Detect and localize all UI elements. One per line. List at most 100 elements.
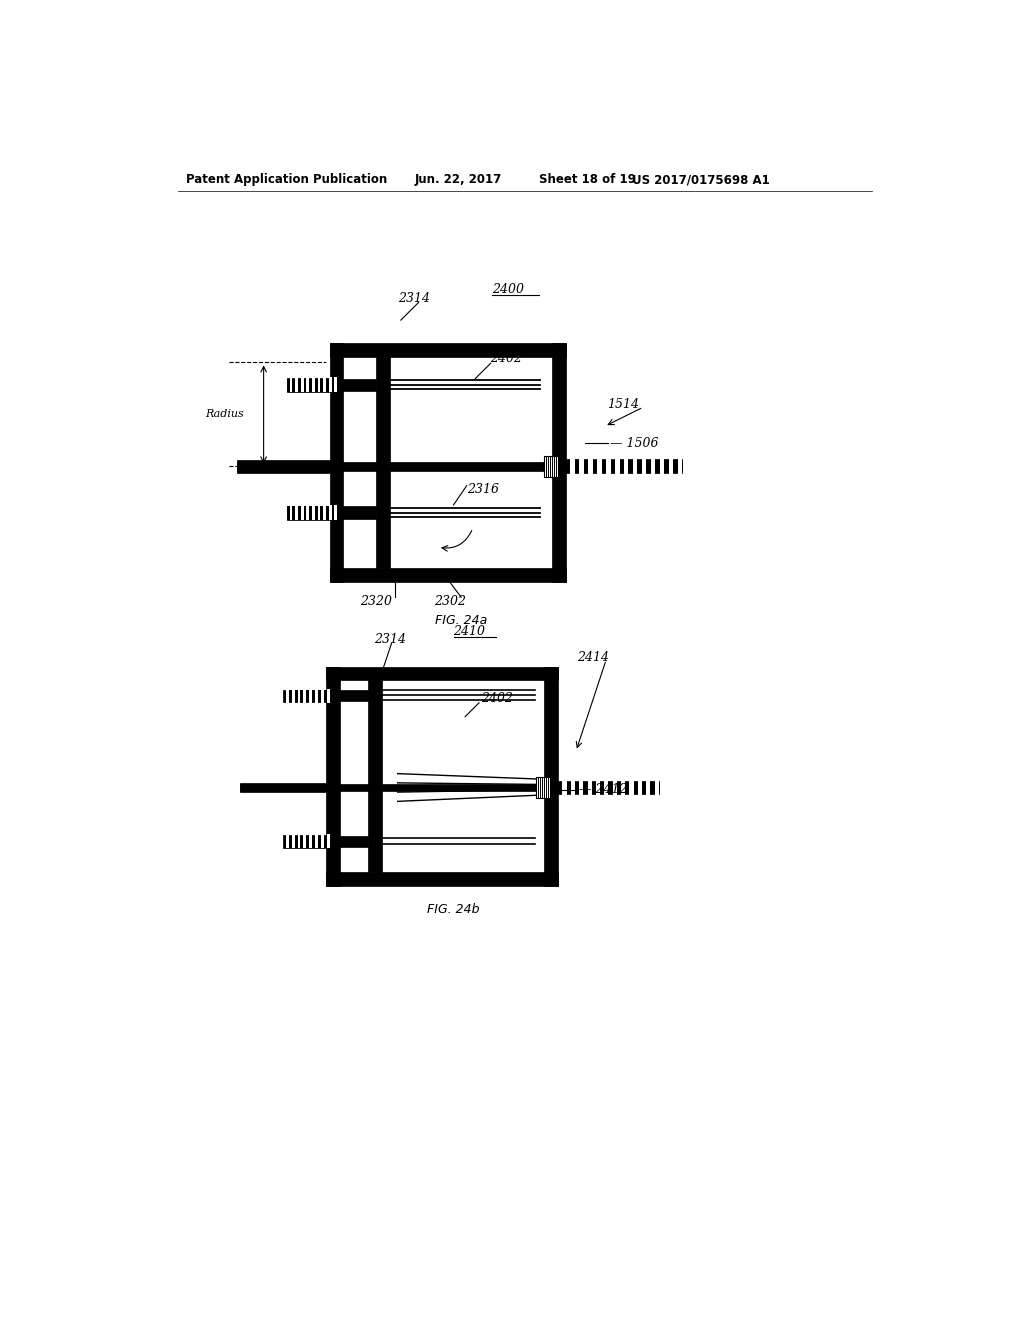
Bar: [286, 834, 289, 849]
Text: 2316: 2316: [467, 483, 499, 496]
Text: 2320: 2320: [360, 594, 392, 607]
Text: 2402: 2402: [480, 693, 513, 705]
Bar: [292, 834, 295, 849]
Bar: [237, 461, 330, 473]
Bar: [651, 459, 655, 474]
Text: — 1506: — 1506: [610, 437, 658, 450]
Bar: [335, 378, 337, 392]
Bar: [241, 783, 326, 792]
Bar: [570, 780, 574, 795]
Bar: [287, 690, 369, 701]
Bar: [327, 834, 330, 849]
Bar: [622, 780, 626, 795]
Bar: [330, 343, 343, 582]
Bar: [287, 379, 376, 391]
Bar: [286, 689, 289, 702]
Text: Patent Application Publication: Patent Application Publication: [186, 173, 387, 186]
Bar: [630, 780, 634, 795]
Bar: [306, 506, 309, 520]
Bar: [283, 836, 330, 847]
Bar: [552, 343, 566, 582]
Bar: [544, 667, 558, 886]
Bar: [580, 780, 584, 795]
Bar: [315, 834, 317, 849]
Bar: [606, 459, 610, 474]
Text: 2410: 2410: [454, 626, 485, 639]
Bar: [369, 681, 382, 873]
Text: 1514: 1514: [607, 399, 639, 412]
Bar: [317, 506, 321, 520]
Bar: [301, 506, 304, 520]
Bar: [343, 358, 552, 568]
Text: — 2412: — 2412: [579, 783, 628, 796]
Text: 2302: 2302: [434, 594, 466, 607]
Bar: [633, 459, 637, 474]
Bar: [612, 780, 616, 795]
Bar: [642, 459, 646, 474]
Bar: [588, 780, 592, 795]
Text: FIG. 24a: FIG. 24a: [435, 614, 487, 627]
Text: 2314: 2314: [397, 292, 430, 305]
Text: Jun. 22, 2017: Jun. 22, 2017: [415, 173, 502, 186]
Bar: [324, 378, 326, 392]
Bar: [588, 459, 593, 474]
Bar: [558, 780, 658, 795]
Bar: [596, 780, 600, 795]
Bar: [654, 780, 658, 795]
Text: Radius: Radius: [206, 409, 245, 420]
Bar: [301, 378, 304, 392]
Text: US 2017/0175698 A1: US 2017/0175698 A1: [632, 173, 769, 186]
Bar: [340, 681, 544, 873]
Bar: [678, 459, 682, 474]
Bar: [624, 459, 629, 474]
Text: FIG. 24b: FIG. 24b: [427, 903, 480, 916]
Bar: [309, 834, 312, 849]
Bar: [580, 459, 584, 474]
Text: 2400: 2400: [493, 282, 524, 296]
Bar: [326, 667, 558, 681]
Bar: [330, 343, 566, 358]
Bar: [290, 378, 293, 392]
Bar: [303, 689, 306, 702]
Bar: [324, 506, 326, 520]
Bar: [615, 459, 620, 474]
Text: 2314: 2314: [375, 634, 407, 647]
Bar: [287, 836, 369, 847]
Bar: [544, 455, 558, 478]
Bar: [309, 689, 312, 702]
Bar: [321, 689, 324, 702]
Bar: [287, 378, 337, 392]
Bar: [604, 780, 608, 795]
Bar: [287, 506, 337, 520]
Bar: [315, 689, 317, 702]
Bar: [241, 784, 658, 792]
Bar: [646, 780, 650, 795]
Bar: [295, 506, 298, 520]
Bar: [306, 378, 309, 392]
Bar: [290, 506, 293, 520]
Text: 2402: 2402: [489, 352, 522, 366]
Bar: [292, 689, 295, 702]
Bar: [303, 834, 306, 849]
Bar: [321, 834, 324, 849]
Bar: [317, 378, 321, 392]
Bar: [312, 378, 314, 392]
Bar: [283, 689, 330, 702]
Bar: [659, 459, 665, 474]
Bar: [237, 462, 682, 471]
Bar: [326, 667, 340, 886]
Bar: [295, 378, 298, 392]
Bar: [376, 358, 390, 568]
Bar: [287, 507, 376, 519]
Bar: [638, 780, 642, 795]
Bar: [329, 506, 332, 520]
Bar: [669, 459, 673, 474]
Bar: [335, 506, 337, 520]
Bar: [330, 568, 566, 582]
Bar: [597, 459, 602, 474]
Bar: [566, 459, 682, 474]
Bar: [326, 873, 558, 886]
Bar: [329, 378, 332, 392]
Bar: [298, 689, 300, 702]
Text: Sheet 18 of 19: Sheet 18 of 19: [539, 173, 636, 186]
